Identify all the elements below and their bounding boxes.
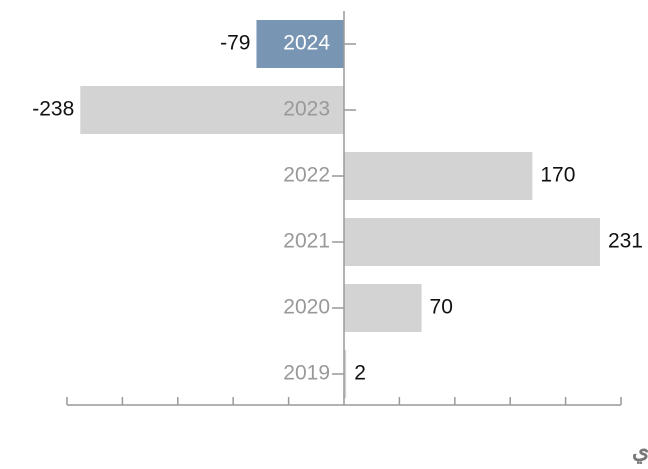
value-label: 70 bbox=[430, 296, 453, 319]
y-tick-label: 2019 bbox=[283, 362, 330, 385]
y-tick-label: 2024 bbox=[283, 32, 330, 55]
bar bbox=[344, 284, 422, 332]
value-label: 170 bbox=[540, 164, 575, 187]
value-label: -79 bbox=[220, 32, 250, 55]
value-label: 231 bbox=[608, 230, 643, 253]
bar bbox=[256, 20, 344, 68]
bar bbox=[344, 218, 600, 266]
y-tick-label: 2023 bbox=[283, 98, 330, 121]
value-label: 2 bbox=[354, 362, 366, 385]
value-label: -238 bbox=[32, 98, 74, 121]
bar bbox=[344, 350, 347, 398]
bar bbox=[344, 152, 533, 200]
y-tick-label: 2022 bbox=[283, 164, 330, 187]
y-tick-label: 2021 bbox=[283, 230, 330, 253]
y-tick-label: 2020 bbox=[283, 296, 330, 319]
x-axis-label: مليون ريال سعودي bbox=[632, 438, 648, 464]
bar bbox=[80, 86, 345, 134]
